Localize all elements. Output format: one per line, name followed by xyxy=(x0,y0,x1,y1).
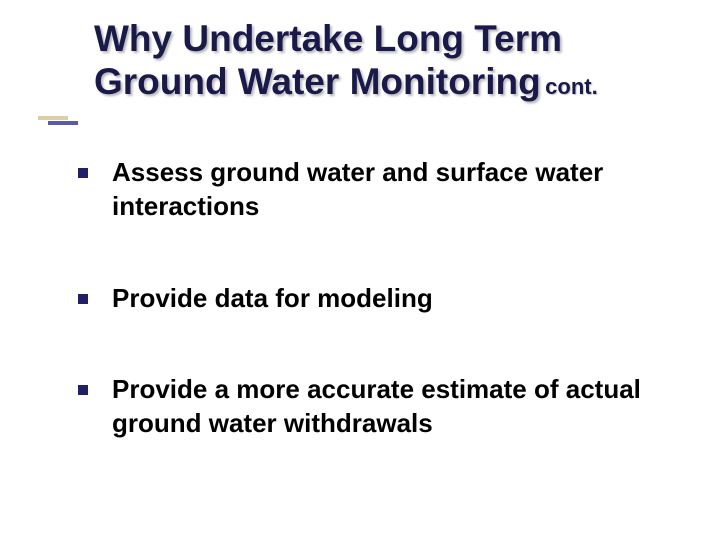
bullet-list: Assess ground water and surface water in… xyxy=(78,156,660,499)
bullet-text: Provide a more accurate estimate of actu… xyxy=(112,373,660,441)
list-item: Provide a more accurate estimate of actu… xyxy=(78,373,660,441)
square-bullet-icon xyxy=(78,294,88,304)
accent-bar-top xyxy=(38,116,68,120)
square-bullet-icon xyxy=(78,168,88,178)
slide-title-main: Why Undertake Long Term Ground Water Mon… xyxy=(94,18,562,102)
list-item: Provide data for modeling xyxy=(78,282,660,316)
bullet-text: Provide data for modeling xyxy=(112,282,433,316)
slide-title-block: Why Undertake Long Term Ground Water Mon… xyxy=(94,18,700,103)
accent-bar-bottom xyxy=(48,121,78,125)
slide: Why Undertake Long Term Ground Water Mon… xyxy=(0,0,720,540)
bullet-text: Assess ground water and surface water in… xyxy=(112,156,660,224)
list-item: Assess ground water and surface water in… xyxy=(78,156,660,224)
slide-title-suffix: cont. xyxy=(545,74,598,99)
accent-decoration xyxy=(38,116,76,126)
square-bullet-icon xyxy=(78,385,88,395)
